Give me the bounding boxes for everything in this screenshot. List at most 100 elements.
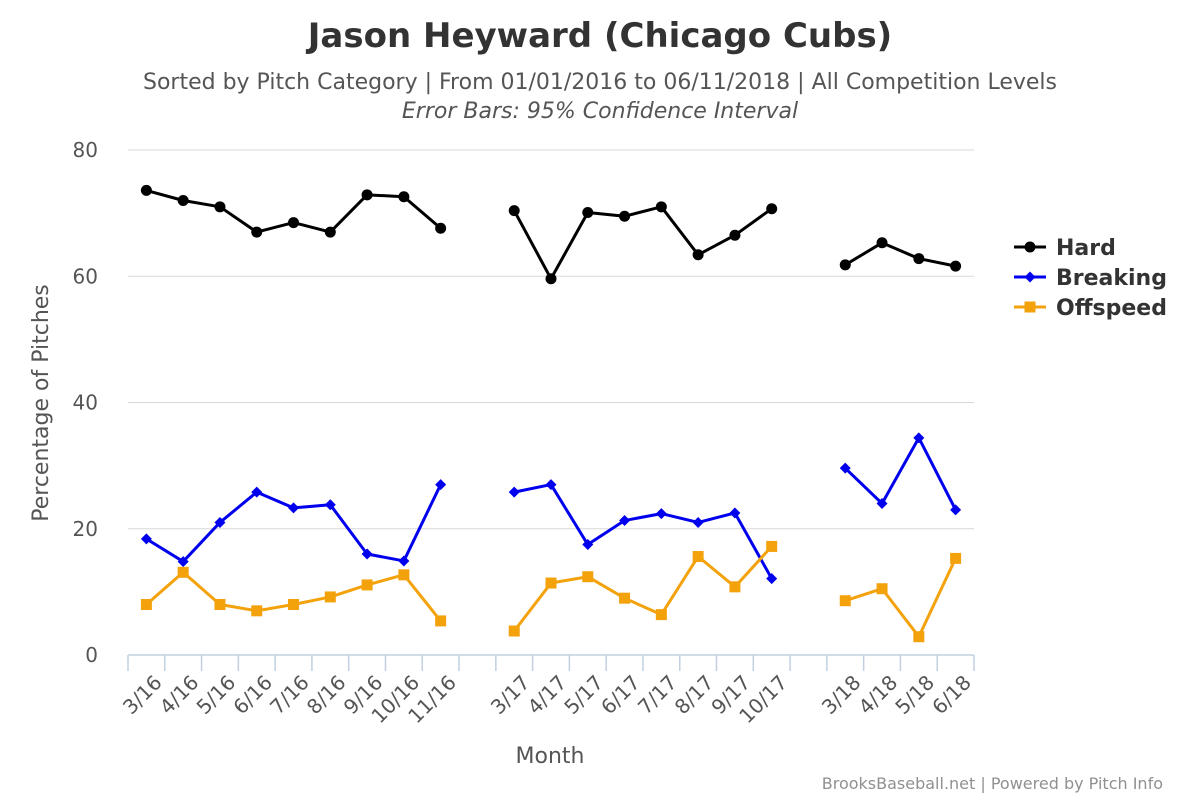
data-point-breaking[interactable] xyxy=(582,539,594,551)
chart-subtitle: Sorted by Pitch Category | From 01/01/20… xyxy=(143,70,1057,95)
series-line-breaking xyxy=(144,483,443,564)
data-point-hard[interactable] xyxy=(508,205,520,217)
data-point-offspeed[interactable] xyxy=(692,551,704,563)
chart-subtitle-error-bars: Error Bars: 95% Confidence Interval xyxy=(402,99,798,124)
data-point-offspeed[interactable] xyxy=(582,571,594,583)
data-point-offspeed[interactable] xyxy=(288,599,300,610)
data-point-breaking[interactable] xyxy=(950,504,962,516)
data-point-hard[interactable] xyxy=(251,226,263,238)
data-point-hard[interactable] xyxy=(582,206,594,218)
data-point-breaking[interactable] xyxy=(729,507,741,519)
series-line-breaking xyxy=(843,436,958,512)
data-point-hard[interactable] xyxy=(214,201,226,213)
data-point-breaking[interactable] xyxy=(361,548,373,560)
data-point-breaking[interactable] xyxy=(913,432,925,444)
data-point-breaking[interactable] xyxy=(140,533,152,545)
y-tick-label: 60 xyxy=(73,264,98,288)
series-hard xyxy=(140,184,962,285)
data-point-breaking[interactable] xyxy=(839,462,851,474)
data-point-hard[interactable] xyxy=(324,226,336,238)
data-point-offspeed[interactable] xyxy=(140,599,152,610)
x-tick-label: 7/16 xyxy=(265,670,314,719)
data-point-hard[interactable] xyxy=(729,229,741,241)
series-line-offspeed xyxy=(843,556,958,639)
data-point-breaking[interactable] xyxy=(251,486,263,498)
y-tick-label: 0 xyxy=(85,643,98,667)
data-point-hard[interactable] xyxy=(839,259,851,271)
data-point-offspeed[interactable] xyxy=(950,552,962,564)
legend-label-offspeed: Offspeed xyxy=(1056,296,1167,321)
data-point-offspeed[interactable] xyxy=(214,599,226,610)
x-tick-label: 6/18 xyxy=(927,670,976,719)
legend[interactable]: Hard Breaking Offspeed xyxy=(1014,236,1167,321)
data-point-offspeed[interactable] xyxy=(398,569,410,581)
legend-item-hard[interactable]: Hard xyxy=(1014,236,1116,261)
x-tick-label: 3/16 xyxy=(118,670,167,719)
data-point-offspeed[interactable] xyxy=(324,591,336,603)
data-point-offspeed[interactable] xyxy=(876,583,888,595)
credits-text[interactable]: BrooksBaseball.net | Powered by Pitch In… xyxy=(822,774,1163,793)
data-point-hard[interactable] xyxy=(876,237,888,249)
data-point-breaking[interactable] xyxy=(177,556,189,568)
data-point-breaking[interactable] xyxy=(508,486,520,498)
y-tick-label: 20 xyxy=(73,517,98,541)
series-line-offspeed xyxy=(512,544,774,633)
data-point-offspeed[interactable] xyxy=(766,540,778,552)
y-axis-title: Percentage of Pitches xyxy=(29,284,54,522)
data-point-hard[interactable] xyxy=(288,217,300,229)
data-point-offspeed[interactable] xyxy=(839,595,851,607)
series-plot-area xyxy=(140,184,962,643)
data-point-hard[interactable] xyxy=(177,195,189,206)
data-point-breaking[interactable] xyxy=(288,502,300,514)
data-point-offspeed[interactable] xyxy=(251,605,263,617)
data-point-offspeed[interactable] xyxy=(913,631,925,643)
data-point-breaking[interactable] xyxy=(324,499,336,511)
data-point-hard[interactable] xyxy=(361,189,373,201)
x-tick-label: 8/17 xyxy=(670,670,719,719)
data-point-hard[interactable] xyxy=(913,253,925,265)
series-offspeed xyxy=(140,540,962,643)
y-tick-label: 40 xyxy=(73,391,98,415)
x-tick-label: 5/16 xyxy=(192,670,241,719)
data-point-hard[interactable] xyxy=(692,249,704,261)
x-tick-label: 4/18 xyxy=(854,670,903,719)
chart-title: Jason Heyward (Chicago Cubs) xyxy=(306,16,892,56)
data-point-hard[interactable] xyxy=(545,273,557,285)
data-point-breaking[interactable] xyxy=(619,515,631,527)
data-point-offspeed[interactable] xyxy=(545,577,557,589)
series-line-hard xyxy=(843,241,958,268)
data-point-offspeed[interactable] xyxy=(655,609,667,621)
legend-label-hard: Hard xyxy=(1056,236,1116,261)
data-point-offspeed[interactable] xyxy=(177,566,189,578)
data-point-offspeed[interactable] xyxy=(508,625,520,637)
data-point-breaking[interactable] xyxy=(655,508,667,520)
data-point-offspeed[interactable] xyxy=(435,615,447,627)
data-point-hard[interactable] xyxy=(398,191,410,203)
data-point-hard[interactable] xyxy=(140,184,152,196)
y-axis-ticks: 0 20 40 60 80 xyxy=(73,138,98,667)
x-tick-label: 4/16 xyxy=(155,670,204,719)
series-line-hard xyxy=(512,205,774,281)
x-tick-label: 6/17 xyxy=(596,670,645,719)
data-point-breaking[interactable] xyxy=(214,516,226,528)
legend-item-offspeed[interactable]: Offspeed xyxy=(1014,296,1167,321)
data-point-hard[interactable] xyxy=(655,201,667,213)
data-point-breaking[interactable] xyxy=(692,516,704,528)
data-point-offspeed[interactable] xyxy=(361,579,373,591)
series-line-breaking xyxy=(512,483,774,581)
data-point-hard[interactable] xyxy=(619,210,631,222)
x-tick-label: 5/17 xyxy=(559,670,608,719)
data-point-hard[interactable] xyxy=(435,222,447,234)
data-point-breaking[interactable] xyxy=(766,573,778,585)
data-point-breaking[interactable] xyxy=(398,555,410,567)
data-point-offspeed[interactable] xyxy=(729,581,741,593)
data-point-breaking[interactable] xyxy=(876,498,888,509)
data-point-hard[interactable] xyxy=(950,260,962,272)
data-point-breaking[interactable] xyxy=(545,479,557,491)
legend-item-breaking[interactable]: Breaking xyxy=(1014,266,1167,291)
data-point-breaking[interactable] xyxy=(435,479,447,491)
data-point-offspeed[interactable] xyxy=(619,592,631,604)
series-breaking xyxy=(140,432,962,585)
data-point-hard[interactable] xyxy=(766,203,778,215)
